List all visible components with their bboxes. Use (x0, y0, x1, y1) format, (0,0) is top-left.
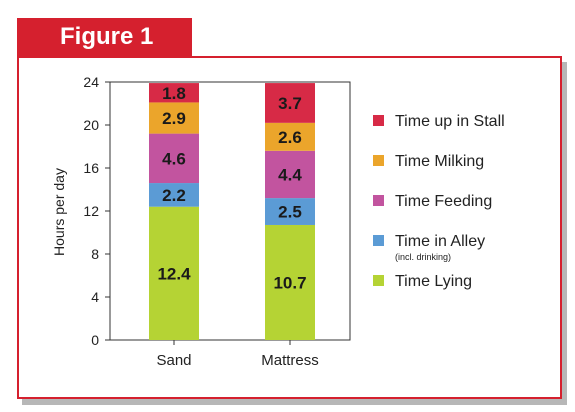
data-label: 3.7 (278, 94, 302, 113)
bar-segment-0-1 (149, 183, 199, 207)
data-label: 10.7 (273, 273, 306, 292)
bar-segment-1-3 (265, 122, 315, 151)
figure-label: Figure 1 (17, 18, 192, 56)
legend-swatch (373, 275, 384, 286)
data-label: 2.9 (162, 109, 186, 128)
y-tick-label: 24 (83, 74, 99, 90)
data-label: 2.2 (162, 186, 186, 205)
legend-swatch (373, 235, 384, 246)
y-tick-label: 20 (83, 117, 99, 133)
legend-swatch (373, 195, 384, 206)
legend-label: Time up in Stall (395, 113, 505, 130)
data-label: 12.4 (157, 264, 191, 283)
legend-label: Time Milking (395, 153, 484, 170)
legend-swatch (373, 155, 384, 166)
y-tick-label: 8 (91, 246, 99, 262)
plot-area: 0 4 8 12 16 20 24 12.4 2.2 4.6 2.9 1.8 Sand 10.7 2.5 4.… (83, 74, 351, 369)
bar-segment-0-3 (149, 102, 199, 134)
data-label: 2.5 (278, 203, 302, 222)
category-label: Sand (156, 352, 191, 369)
y-tick-label: 16 (83, 160, 99, 176)
bar-segment-0-0 (149, 206, 199, 340)
data-label: 1.8 (162, 84, 186, 103)
category-label: Mattress (261, 352, 319, 369)
y-tick-label: 4 (91, 289, 99, 305)
data-label: 4.4 (278, 165, 302, 184)
data-label: 2.6 (278, 128, 302, 147)
legend-label: Time in Alley (395, 233, 485, 250)
bar-segment-0-2 (149, 133, 199, 184)
bar-segment-1-1 (265, 198, 315, 225)
bar-segment-1-4 (265, 83, 315, 123)
data-label: 4.6 (162, 149, 186, 168)
y-tick-label: 0 (91, 332, 99, 348)
bar-segment-0-4 (149, 83, 199, 103)
legend-label: Time Lying (395, 273, 472, 290)
legend: Time up in Stall Time Milking Time Feeding… (373, 113, 505, 290)
legend-swatch (373, 115, 384, 126)
legend-sublabel: (incl. drinking) (395, 252, 451, 262)
y-axis-title: Hours per day (51, 168, 67, 256)
bar-segment-1-0 (265, 224, 315, 340)
legend-label: Time Feeding (395, 193, 492, 210)
y-tick-label: 12 (83, 203, 99, 219)
bar-segment-1-2 (265, 150, 315, 199)
